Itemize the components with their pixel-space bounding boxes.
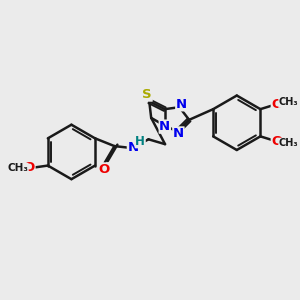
Text: CH₃: CH₃ xyxy=(279,97,298,107)
Text: CH₃: CH₃ xyxy=(279,138,298,148)
Text: O: O xyxy=(271,98,283,111)
Text: N: N xyxy=(159,120,170,133)
Text: O: O xyxy=(24,161,35,174)
Text: O: O xyxy=(271,135,283,148)
Text: N: N xyxy=(128,141,139,154)
Text: S: S xyxy=(142,88,152,101)
Text: H: H xyxy=(135,135,145,148)
Text: N: N xyxy=(176,98,187,111)
Text: CH₃: CH₃ xyxy=(7,164,28,173)
Text: O: O xyxy=(98,163,110,176)
Text: N: N xyxy=(173,127,184,140)
